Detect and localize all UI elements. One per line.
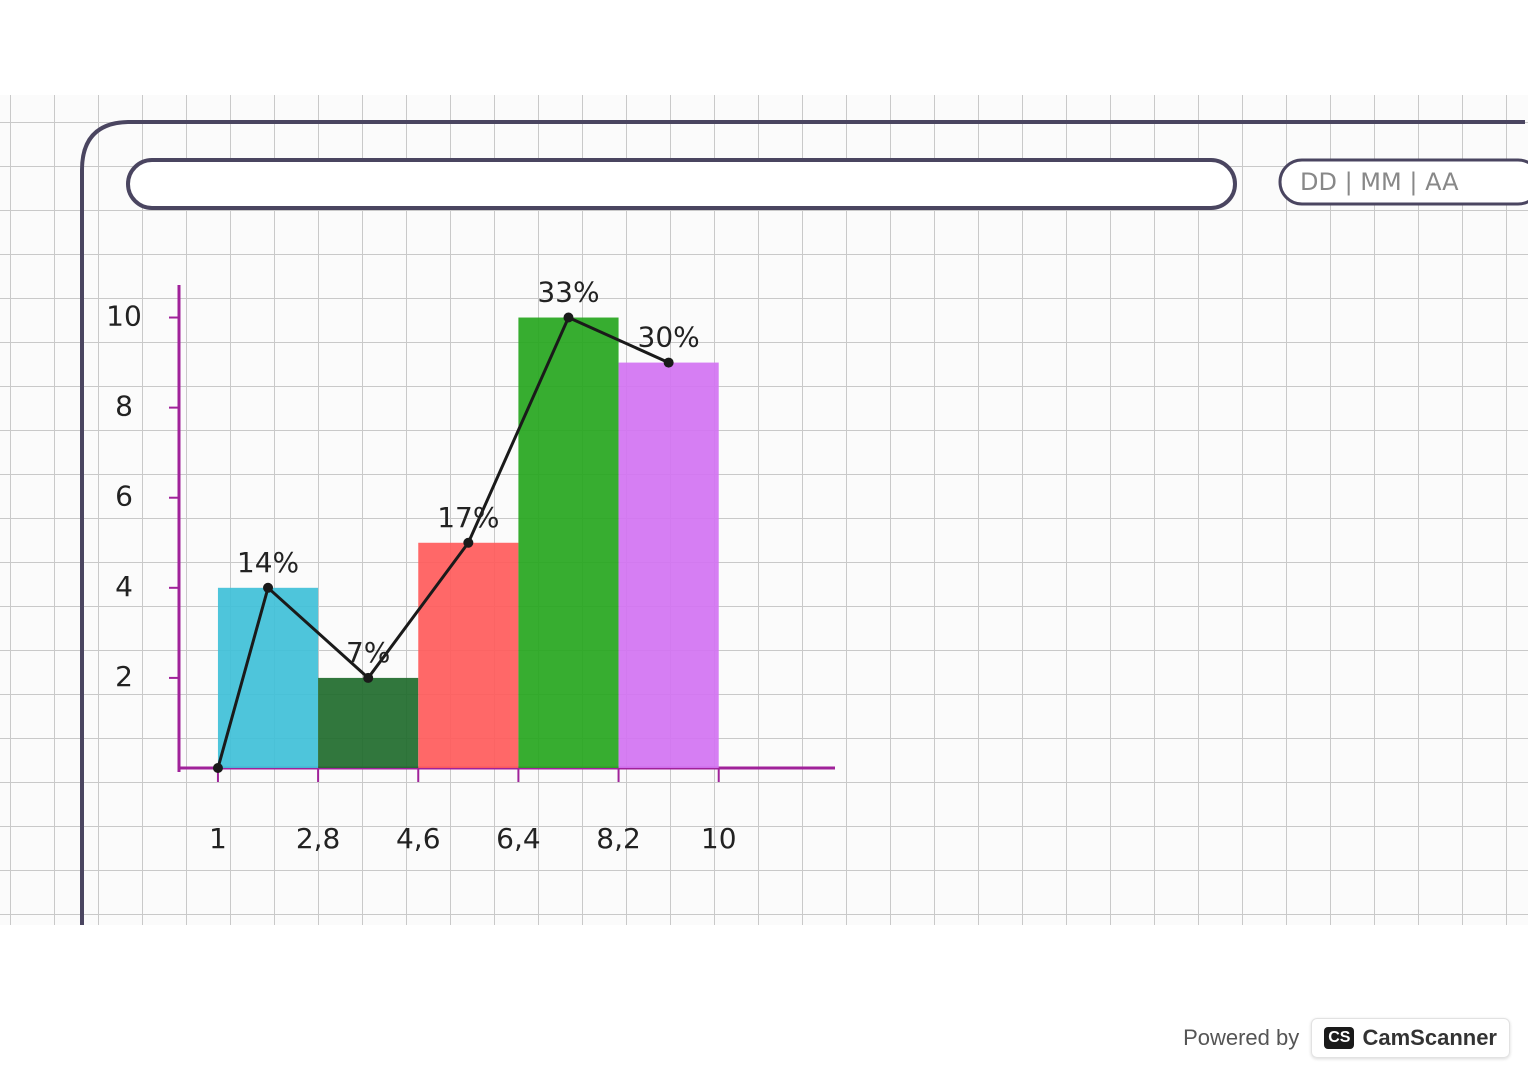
percent-label: 17%	[437, 501, 499, 534]
title-field	[126, 158, 1237, 210]
polygon-point	[263, 582, 274, 593]
powered-by: Powered by	[1183, 1025, 1300, 1050]
y-tick-label: 8	[115, 390, 133, 423]
bar	[618, 362, 719, 768]
frequency-polygon	[216, 315, 670, 769]
date-field	[1278, 158, 1528, 206]
x-tick-label: 2,8	[296, 822, 341, 855]
polygon-point	[563, 312, 574, 323]
x-tick-label: 6,4	[496, 822, 541, 855]
polygon-point	[363, 672, 374, 683]
polygon-point	[463, 537, 474, 548]
logo: CS	[1324, 1027, 1355, 1049]
footer: Powered by CS CamScanner	[1183, 1018, 1510, 1058]
grid-paper	[0, 95, 1528, 925]
plot: 2 4 6 8 10 1 2,8 4,6 6,4 8,2 10 14% 7% 17% 33% 30%	[106, 276, 835, 855]
percent-label: 33%	[537, 276, 599, 309]
x-tick-label: 8,2	[596, 822, 641, 855]
y-tick-label: 4	[115, 570, 133, 603]
percent-label: 30%	[638, 321, 700, 354]
bar	[418, 542, 519, 768]
polygon-point	[663, 357, 674, 368]
date-placeholder: DD | MM | AA	[1300, 168, 1459, 196]
x-tick-label: 10	[701, 822, 737, 855]
page-frame	[80, 120, 1525, 925]
bar	[518, 317, 619, 768]
percent-label: 14%	[237, 546, 299, 579]
percent-label: 7%	[346, 636, 390, 669]
brand-badge: CS CamScanner	[1311, 1018, 1510, 1058]
brand-name: CamScanner	[1362, 1025, 1497, 1050]
y-tick-label: 6	[115, 480, 133, 513]
y-tick-label: 2	[115, 660, 133, 693]
y-tick-label: 10	[106, 300, 142, 333]
polygon-point	[212, 763, 223, 773]
bar	[217, 587, 319, 768]
x-tick-label: 4,6	[396, 822, 441, 855]
x-tick-label: 1	[209, 822, 227, 855]
bar	[318, 677, 419, 768]
